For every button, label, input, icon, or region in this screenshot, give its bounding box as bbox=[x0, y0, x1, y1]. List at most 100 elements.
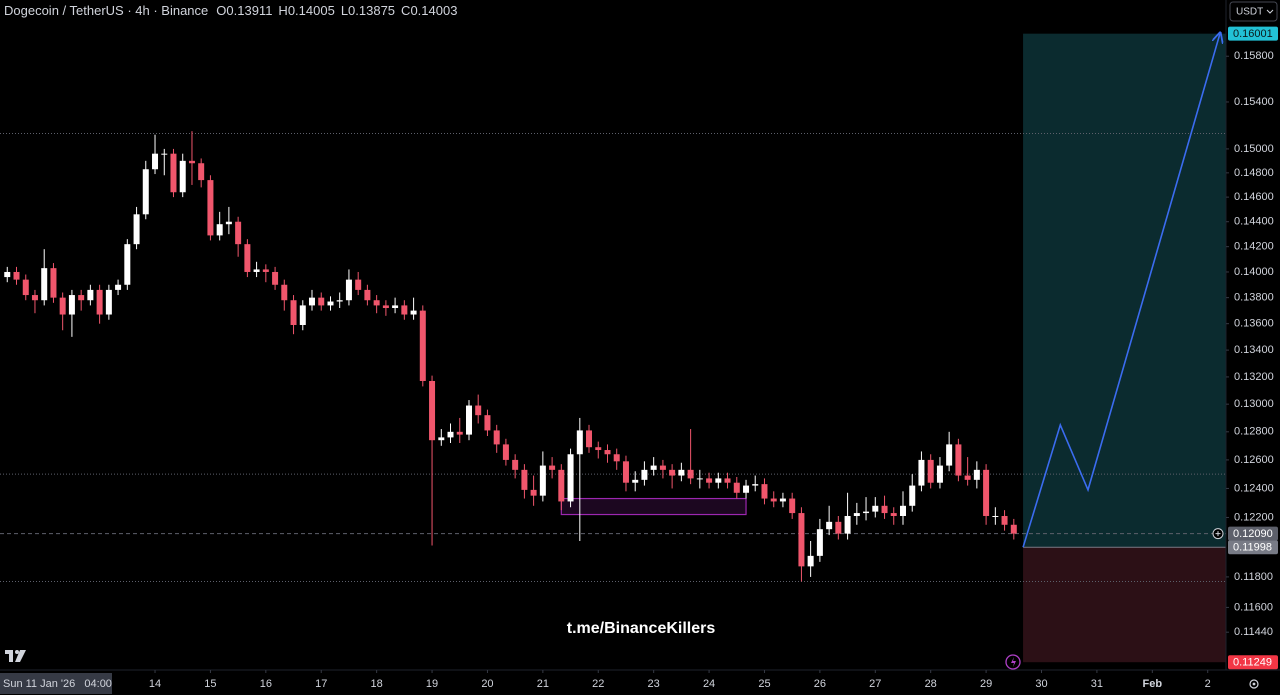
candle-body bbox=[992, 515, 999, 517]
candle-body bbox=[244, 244, 251, 272]
candle-body bbox=[225, 221, 232, 225]
candle-body bbox=[678, 469, 685, 476]
candle-body bbox=[613, 454, 620, 462]
settings-gear-center[interactable] bbox=[1252, 682, 1256, 686]
candle-body bbox=[715, 478, 722, 483]
y-tick-label: 0.12200 bbox=[1234, 511, 1274, 523]
x-tick-label: 31 bbox=[1091, 678, 1103, 690]
candle-body bbox=[641, 469, 648, 480]
ohlc-label: H bbox=[278, 3, 287, 18]
candle-body bbox=[853, 513, 860, 516]
candle-body bbox=[622, 461, 629, 483]
candle-body bbox=[789, 498, 796, 514]
candles-layer bbox=[4, 131, 1017, 582]
candle-body bbox=[50, 268, 57, 298]
stop-zone bbox=[1023, 547, 1226, 663]
candle-body bbox=[512, 459, 519, 470]
candle-body bbox=[4, 271, 11, 278]
candle-body bbox=[761, 484, 768, 499]
overlay-layer bbox=[1022, 34, 1220, 548]
y-tick-label: 0.14800 bbox=[1234, 167, 1274, 179]
y-tick-label: 0.12800 bbox=[1234, 426, 1274, 438]
candle-body bbox=[835, 521, 842, 534]
logo-part[interactable] bbox=[15, 650, 26, 662]
candle-body bbox=[308, 297, 315, 306]
candle-body bbox=[558, 469, 565, 502]
candle-body bbox=[336, 300, 343, 302]
candle-body bbox=[983, 469, 990, 516]
currency-caret[interactable] bbox=[1266, 9, 1274, 14]
x-tick-label: 23 bbox=[648, 678, 660, 690]
x-tick-label: 18 bbox=[371, 678, 383, 690]
candle-body bbox=[456, 431, 463, 435]
y-tick-label: 0.13600 bbox=[1234, 318, 1274, 330]
candle-body bbox=[798, 513, 805, 567]
tv-logo[interactable] bbox=[5, 650, 26, 662]
currency-button[interactable]: USDT bbox=[1229, 1, 1278, 22]
candle-body bbox=[13, 271, 20, 280]
candle-body bbox=[124, 244, 131, 285]
entry-price-box bbox=[1228, 540, 1278, 555]
y-tick-label: 0.14000 bbox=[1234, 266, 1274, 278]
candle-body bbox=[466, 405, 473, 435]
candle-body bbox=[382, 305, 389, 309]
x-tick-label: 17 bbox=[315, 678, 327, 690]
stop-price-label: 0.11249 bbox=[1233, 657, 1272, 669]
cursor-time-box bbox=[0, 673, 112, 694]
candle-body bbox=[844, 515, 851, 534]
y-tick-label: 0.13400 bbox=[1234, 344, 1274, 356]
x-tick-label: 2 bbox=[1205, 678, 1211, 690]
candle-body bbox=[752, 484, 759, 486]
y-tick-label: 0.15800 bbox=[1234, 50, 1274, 62]
candle-body bbox=[410, 310, 417, 315]
candle-body bbox=[438, 437, 445, 441]
current-price-label: 0.12090 bbox=[1233, 528, 1273, 540]
candle-body bbox=[299, 305, 306, 325]
candle-body bbox=[779, 498, 786, 502]
candle-body bbox=[272, 271, 279, 285]
candle-body bbox=[973, 469, 980, 480]
x-tick-label: 25 bbox=[758, 678, 770, 690]
cursor-time-label: Sun 11 Jan '26 04:00 bbox=[3, 678, 112, 690]
y-tick-label: 0.14200 bbox=[1234, 241, 1274, 253]
y-tick-label: 0.11800 bbox=[1234, 571, 1273, 583]
y-tick-label: 0.11440 bbox=[1234, 626, 1273, 638]
candle-body bbox=[770, 498, 777, 502]
stop-price-box bbox=[1228, 655, 1278, 670]
candle-body bbox=[872, 505, 879, 512]
candle-body bbox=[281, 284, 288, 301]
y-tick-label: 0.12400 bbox=[1234, 482, 1274, 494]
axis-layer: 0.15800 0.15400 0.15000 0.14800 0.14600 0.144… bbox=[149, 26, 1278, 690]
zones-layer bbox=[1023, 33, 1226, 663]
candle-body bbox=[41, 268, 48, 301]
currency-button-frame[interactable] bbox=[1229, 1, 1278, 22]
x-tick-label: 27 bbox=[869, 678, 881, 690]
logo-part[interactable] bbox=[5, 650, 13, 662]
x-tick-label: 20 bbox=[481, 678, 493, 690]
x-tick-label: 16 bbox=[260, 678, 272, 690]
logo-part[interactable] bbox=[15, 650, 19, 654]
candle-body bbox=[567, 454, 574, 502]
candle-body bbox=[133, 214, 140, 245]
candle-body bbox=[659, 465, 666, 470]
candle-body bbox=[262, 269, 269, 272]
x-tick-label: 15 bbox=[204, 678, 216, 690]
candle-body bbox=[373, 300, 380, 306]
alerts-icon-bolt[interactable] bbox=[1011, 657, 1016, 667]
candle-body bbox=[364, 289, 371, 301]
currency-button-label[interactable]: USDT bbox=[1236, 7, 1263, 18]
add-alert-plus bbox=[1215, 531, 1221, 537]
alerts-icon-ring[interactable] bbox=[1005, 654, 1021, 670]
ohlc-label: C bbox=[401, 3, 410, 18]
candle-body bbox=[576, 430, 583, 455]
candle-body bbox=[392, 305, 399, 309]
settings-gear[interactable] bbox=[1249, 679, 1259, 689]
alerts-icon[interactable] bbox=[1005, 654, 1021, 670]
candle-body bbox=[909, 485, 916, 506]
candle-body bbox=[401, 305, 408, 315]
x-tick-label: 29 bbox=[980, 678, 992, 690]
settings-button[interactable] bbox=[1249, 679, 1259, 689]
candle-body bbox=[650, 465, 657, 470]
candle-body bbox=[502, 444, 509, 460]
